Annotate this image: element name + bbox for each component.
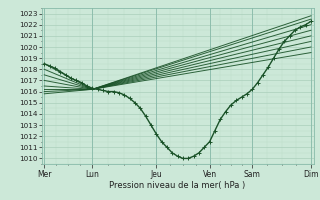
X-axis label: Pression niveau de la mer( hPa ): Pression niveau de la mer( hPa ) [109, 181, 246, 190]
